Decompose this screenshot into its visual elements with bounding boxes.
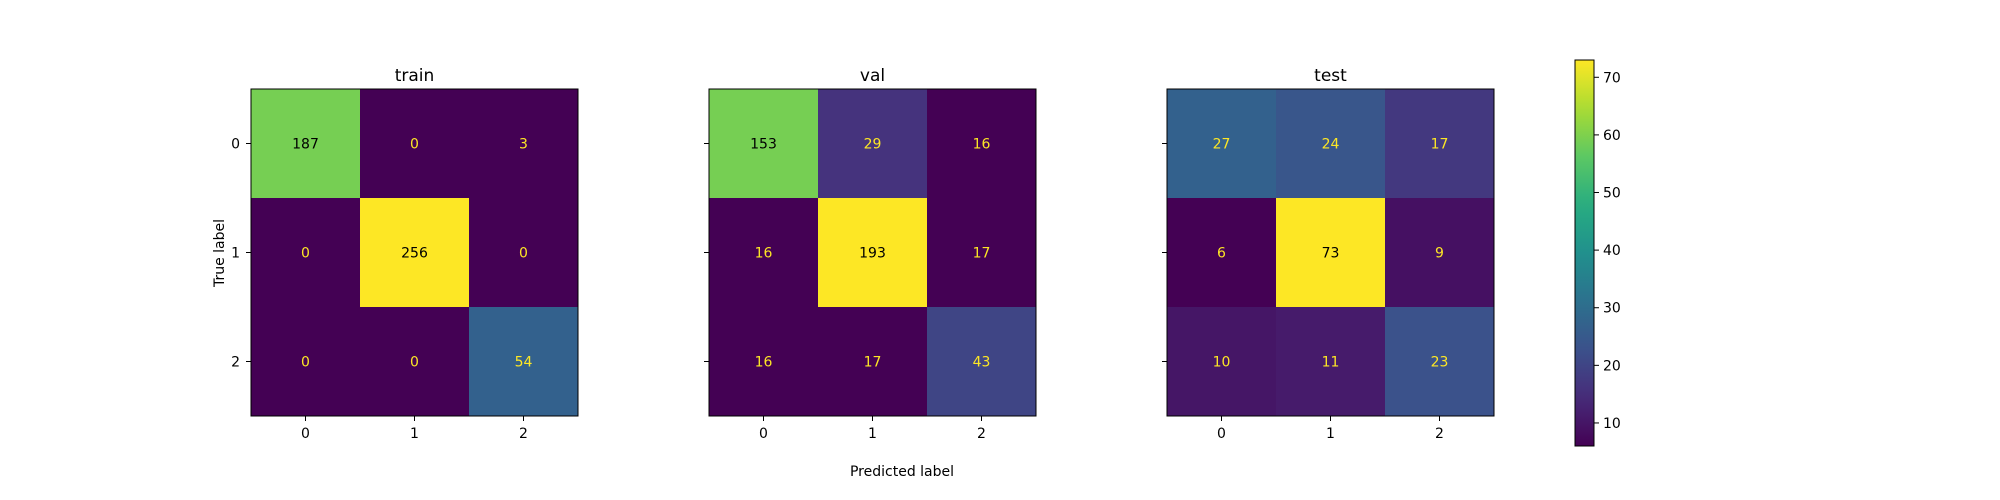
matrix-cell bbox=[818, 198, 927, 307]
colorbar-gradient bbox=[1575, 60, 1594, 446]
x-tick-label: 2 bbox=[1435, 426, 1444, 442]
cell-value: 16 bbox=[973, 137, 991, 153]
cell-value: 73 bbox=[1322, 246, 1340, 262]
cell-value: 3 bbox=[519, 137, 528, 153]
y-tick-label: 2 bbox=[231, 355, 240, 371]
cell-value: 23 bbox=[1431, 355, 1449, 371]
cell-value: 0 bbox=[410, 137, 419, 153]
x-tick-label: 0 bbox=[1217, 426, 1226, 442]
cell-value: 54 bbox=[515, 355, 533, 371]
matrix-cell bbox=[251, 89, 360, 198]
matrix-cell bbox=[469, 89, 578, 198]
x-tick-label: 1 bbox=[1326, 426, 1335, 442]
cell-value: 24 bbox=[1322, 137, 1340, 153]
matrix-cell bbox=[709, 198, 818, 307]
colorbar-tick-label: 10 bbox=[1603, 416, 1621, 432]
matrix-cell bbox=[360, 307, 469, 416]
y-tick-label: 1 bbox=[231, 246, 240, 262]
matrix-cell bbox=[709, 89, 818, 198]
cell-value: 17 bbox=[1431, 137, 1449, 153]
matrix-cell bbox=[251, 307, 360, 416]
colorbar-tick-label: 50 bbox=[1603, 186, 1621, 202]
colorbar: 10 20 30 40 50 60 70 bbox=[1574, 59, 1621, 447]
x-tick-label: 2 bbox=[977, 426, 986, 442]
cell-value: 0 bbox=[301, 355, 310, 371]
matrix-cell bbox=[927, 89, 1036, 198]
panel-title: train bbox=[395, 66, 435, 86]
colorbar-tick-label: 20 bbox=[1603, 358, 1621, 374]
cell-value: 16 bbox=[755, 246, 773, 262]
colorbar-tick-label: 30 bbox=[1603, 301, 1621, 317]
x-axis-label: Predicted label bbox=[850, 464, 954, 480]
matrix-cell bbox=[1385, 307, 1494, 416]
matrix-cell bbox=[1167, 198, 1276, 307]
colorbar-tick-label: 40 bbox=[1603, 243, 1621, 259]
matrix-cell bbox=[818, 89, 927, 198]
matrix-cell bbox=[818, 307, 927, 416]
colorbar-tick-label: 70 bbox=[1603, 70, 1621, 86]
cell-value: 29 bbox=[864, 137, 882, 153]
cell-value: 0 bbox=[519, 246, 528, 262]
x-tick-label: 2 bbox=[519, 426, 528, 442]
cell-value: 256 bbox=[401, 246, 428, 262]
cell-value: 187 bbox=[292, 137, 319, 153]
matrix-cell bbox=[1385, 198, 1494, 307]
x-tick-label: 0 bbox=[301, 426, 310, 442]
y-tick-label: 0 bbox=[231, 137, 240, 153]
matrix-cell bbox=[1167, 307, 1276, 416]
cell-value: 0 bbox=[301, 246, 310, 262]
matrix-cell bbox=[709, 307, 818, 416]
cell-value: 17 bbox=[973, 246, 991, 262]
cell-value: 43 bbox=[973, 355, 991, 371]
cell-value: 17 bbox=[864, 355, 882, 371]
matrix-cell bbox=[251, 198, 360, 307]
cell-value: 0 bbox=[410, 355, 419, 371]
x-tick-label: 1 bbox=[410, 426, 419, 442]
cell-value: 10 bbox=[1213, 355, 1231, 371]
matrix-cell bbox=[360, 198, 469, 307]
matrix-cell bbox=[469, 198, 578, 307]
panel-title: val bbox=[860, 66, 885, 86]
matrix-cell bbox=[1276, 89, 1385, 198]
cell-value: 16 bbox=[755, 355, 773, 371]
matrix-cell bbox=[469, 307, 578, 416]
matrix-cell bbox=[1276, 198, 1385, 307]
cell-value: 193 bbox=[859, 246, 886, 262]
panel-title: test bbox=[1314, 66, 1347, 86]
cell-value: 9 bbox=[1435, 246, 1444, 262]
cell-value: 27 bbox=[1213, 137, 1231, 153]
cell-value: 153 bbox=[750, 137, 777, 153]
panel-val: val 153 29 16 16 193 17 16 17 43 0 1 2 bbox=[704, 66, 1037, 442]
cell-value: 11 bbox=[1322, 355, 1340, 371]
colorbar-frame bbox=[1574, 59, 1595, 447]
matrix-cell bbox=[927, 307, 1036, 416]
matrix-cell bbox=[1385, 89, 1494, 198]
matrix-cell bbox=[927, 198, 1036, 307]
panel-test: test 27 24 17 6 73 9 10 11 23 0 1 2 bbox=[1162, 66, 1495, 442]
matrix-cell bbox=[360, 89, 469, 198]
matrix-cell bbox=[1167, 89, 1276, 198]
x-tick-label: 1 bbox=[868, 426, 877, 442]
x-tick-label: 0 bbox=[759, 426, 768, 442]
colorbar-tick-label: 60 bbox=[1603, 128, 1621, 144]
cell-value: 6 bbox=[1217, 246, 1226, 262]
panel-train: train 187 0 3 0 256 0 0 0 54 0 1 2 0 1 2 bbox=[231, 66, 579, 442]
matrix-cell bbox=[1276, 307, 1385, 416]
y-axis-label: True label bbox=[212, 219, 228, 288]
